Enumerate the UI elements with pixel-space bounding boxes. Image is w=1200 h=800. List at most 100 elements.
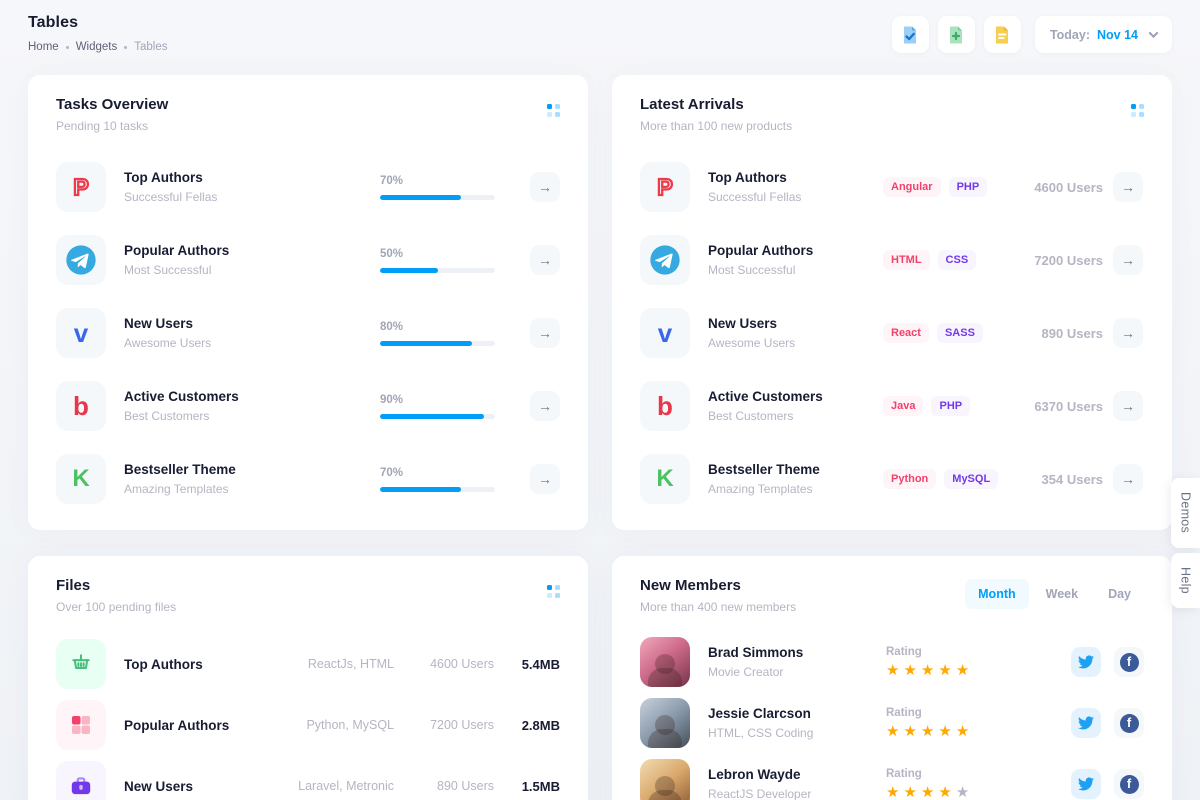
kickstarter-icon: K — [640, 454, 690, 504]
row-subtitle: Most Successful — [124, 263, 212, 277]
row-arrow-button[interactable]: → — [530, 391, 560, 421]
vimeo-icon: v — [640, 308, 690, 358]
row-arrow-button[interactable]: → — [530, 464, 560, 494]
file-size: 2.8MB — [521, 717, 560, 733]
file-row: Top Authors ReactJs, HTML 4600 Users 5.4… — [56, 639, 560, 689]
row-subtitle: Best Customers — [124, 409, 210, 423]
plurk-icon: P — [640, 162, 690, 212]
progress: 70% — [380, 467, 495, 492]
arrow-right-icon: → — [538, 325, 552, 341]
row-title: Bestseller Theme — [708, 462, 820, 477]
row-arrow-button[interactable]: → — [1113, 172, 1143, 202]
demos-side-tab[interactable]: Demos — [1171, 478, 1200, 548]
tag-badge: HTML — [883, 250, 930, 270]
twitter-icon — [1078, 777, 1094, 791]
rating: Rating ★★★★★ — [886, 707, 1071, 739]
breadcrumb-current: Tables — [134, 41, 168, 53]
file-size: 1.5MB — [521, 778, 560, 794]
tab-week[interactable]: Week — [1045, 587, 1079, 601]
facebook-icon: f — [1119, 652, 1139, 672]
bebo-icon: b — [56, 381, 106, 431]
arrow-right-icon: → — [538, 398, 552, 414]
star-filled-icon: ★ — [903, 784, 921, 800]
arrow-right-icon: → — [538, 252, 552, 268]
file-row: Popular Authors Python, MySQL 7200 Users… — [56, 700, 560, 750]
progress-percent: 80% — [380, 320, 404, 333]
arrival-row: v New Users Awesome Users React SASS 890… — [640, 308, 1144, 358]
grid-icon — [56, 700, 106, 750]
row-arrow-button[interactable]: → — [530, 245, 560, 275]
arrow-right-icon: → — [1121, 252, 1135, 268]
rating-label: Rating — [886, 707, 922, 719]
twitter-button[interactable] — [1071, 708, 1101, 738]
progress-percent: 90% — [380, 393, 404, 406]
file-plus-button[interactable] — [937, 16, 975, 53]
row-arrow-button[interactable]: → — [1113, 464, 1143, 494]
twitter-button[interactable] — [1071, 769, 1101, 799]
star-filled-icon: ★ — [886, 784, 904, 800]
row-arrow-button[interactable]: → — [1113, 391, 1143, 421]
row-title: Popular Authors — [708, 243, 814, 258]
chevron-down-icon — [1148, 28, 1159, 39]
file-check-button[interactable] — [891, 16, 929, 53]
briefcase-icon — [56, 761, 106, 800]
latest-arrivals-card: Latest Arrivals More than 100 new produc… — [612, 75, 1172, 530]
tab-month[interactable]: Month — [965, 579, 1029, 609]
breadcrumb: Home Widgets Tables — [28, 41, 167, 53]
card-menu-button[interactable] — [547, 104, 560, 117]
basket-icon — [56, 639, 106, 689]
avatar — [640, 637, 690, 687]
twitter-button[interactable] — [1071, 647, 1101, 677]
header-actions: Today: Nov 14 — [891, 16, 1172, 53]
rating-stars: ★★★★★ — [886, 663, 1071, 678]
rating-label: Rating — [886, 768, 922, 780]
breadcrumb-home[interactable]: Home — [28, 41, 59, 53]
file-lines-icon — [996, 26, 1009, 43]
row-title: New Users — [708, 316, 778, 331]
facebook-button[interactable]: f — [1114, 647, 1144, 677]
facebook-button[interactable]: f — [1114, 769, 1144, 799]
rating: Rating ★★★★★ — [886, 768, 1071, 800]
arrival-row: Popular Authors Most Successful HTML CSS… — [640, 235, 1144, 285]
telegram-icon — [640, 235, 690, 285]
row-arrow-button[interactable]: → — [530, 318, 560, 348]
users-count: 6370 Users — [1034, 398, 1103, 414]
breadcrumb-separator — [124, 45, 128, 49]
card-title: Files — [56, 577, 91, 594]
member-row: Lebron Wayde ReactJS Developer Rating ★★… — [640, 759, 1144, 800]
row-arrow-button[interactable]: → — [1113, 318, 1143, 348]
row-arrow-button[interactable]: → — [530, 172, 560, 202]
twitter-icon — [1078, 655, 1094, 669]
users-count: 354 Users — [1041, 471, 1103, 487]
date-selector[interactable]: Today: Nov 14 — [1034, 16, 1172, 53]
tab-day[interactable]: Day — [1108, 587, 1131, 601]
avatar — [640, 759, 690, 800]
member-name: Brad Simmons — [708, 645, 804, 660]
svg-text:P: P — [73, 174, 88, 200]
progress: 80% — [380, 321, 495, 346]
task-row: Popular Authors Most Successful 50% → — [56, 235, 560, 285]
page-header: Tables Home Widgets Tables — [28, 14, 167, 53]
rating: Rating ★★★★★ — [886, 646, 1071, 678]
facebook-icon: f — [1119, 774, 1139, 794]
file-lines-button[interactable] — [983, 16, 1021, 53]
row-arrow-button[interactable]: → — [1113, 245, 1143, 275]
date-label: Today: — [1049, 27, 1090, 42]
facebook-button[interactable]: f — [1114, 708, 1144, 738]
tasks-overview-card: Tasks Overview Pending 10 tasks P Top Au… — [28, 75, 588, 530]
help-side-tab[interactable]: Help — [1171, 553, 1200, 608]
member-row: Brad Simmons Movie Creator Rating ★★★★★ … — [640, 637, 1144, 687]
users-count: 890 Users — [1041, 325, 1103, 341]
arrival-row: P Top Authors Successful Fellas Angular … — [640, 162, 1144, 212]
tag-badge: MySQL — [944, 469, 999, 489]
member-name: Lebron Wayde — [708, 767, 801, 782]
row-subtitle: Most Successful — [708, 263, 796, 277]
arrow-right-icon: → — [538, 179, 552, 195]
file-tech: ReactJs, HTML — [307, 657, 394, 671]
breadcrumb-widgets[interactable]: Widgets — [75, 41, 118, 53]
progress: 90% — [380, 394, 495, 419]
file-tech: Python, MySQL — [306, 718, 394, 732]
card-menu-button[interactable] — [547, 585, 560, 598]
card-menu-button[interactable] — [1131, 104, 1144, 117]
page-title: Tables — [28, 14, 79, 31]
